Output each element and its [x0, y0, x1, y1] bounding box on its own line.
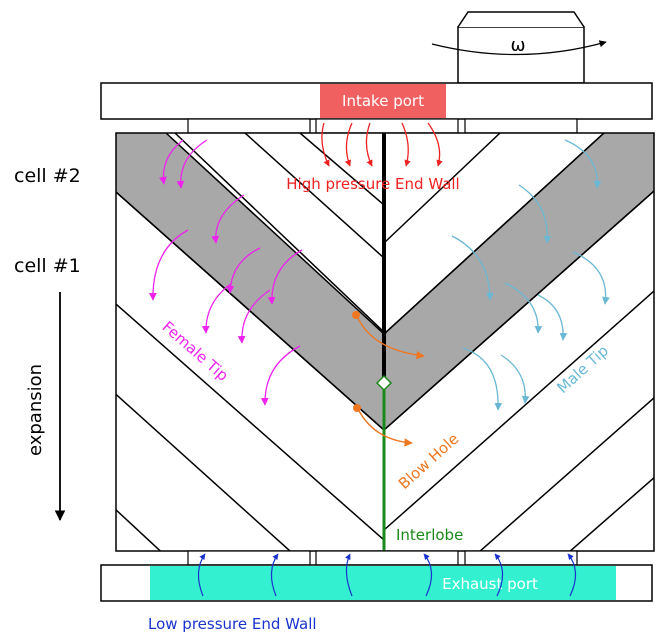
male-rotor-lobes — [383, 133, 654, 551]
male-tip-arrows — [451, 139, 610, 411]
female-tip-arrows — [148, 139, 303, 406]
top-rail — [187, 118, 578, 134]
low-pressure-arrows — [197, 553, 577, 597]
omega-label: ω — [510, 35, 525, 56]
interlobe-point-icon — [375, 374, 393, 392]
exhaust-port — [150, 566, 616, 600]
cell-2-label: cell #2 — [14, 165, 81, 187]
expansion-label: expansion — [25, 364, 46, 456]
blow-hole-source-lower — [353, 404, 361, 412]
intake-port-label: Intake port — [342, 92, 424, 110]
female-rotor-lobes — [116, 133, 387, 551]
low-pressure-end-wall-label: Low pressure End Wall — [148, 615, 317, 633]
high-pressure-end-wall-label: High pressure End Wall — [286, 175, 459, 193]
exhaust-port-label: Exhaust port — [442, 575, 538, 593]
intake-flow-arrows — [321, 122, 443, 167]
bottom-rail — [187, 550, 578, 566]
blow-hole-arrows — [356, 315, 425, 447]
intake-port — [320, 84, 446, 118]
drive-shaft — [457, 11, 585, 84]
cell-1-label: cell #1 — [14, 255, 81, 277]
interlobe-label: Interlobe — [396, 526, 463, 544]
rotation-arrow-icon — [431, 40, 607, 56]
blow-hole-source-upper — [352, 311, 360, 319]
